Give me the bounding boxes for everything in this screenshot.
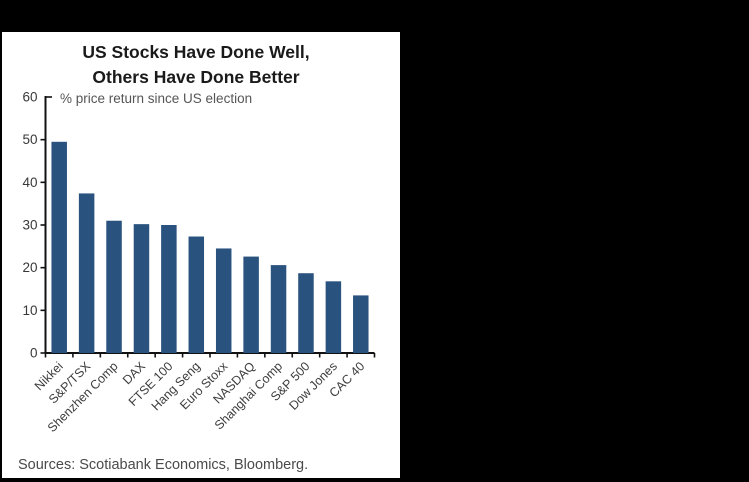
bar-shenzhen-comp: [106, 220, 122, 353]
bar-s-p-500: [298, 273, 314, 353]
bar-ftse-100: [161, 225, 177, 353]
bar-hang-seng: [188, 236, 205, 353]
chart-title-line-2: Others Have Done Better: [92, 67, 299, 87]
chart-subtitle: % price return since US election: [60, 91, 252, 106]
bar-cac-40: [353, 295, 369, 353]
y-tick-label: 20: [22, 260, 37, 275]
source-note: Sources: Scotiabank Economics, Bloomberg…: [18, 457, 308, 473]
bar-nikkei: [51, 141, 67, 353]
y-tick-label: 0: [30, 346, 38, 361]
y-tick-label: 50: [22, 132, 37, 147]
bar-euro-stoxx: [215, 248, 232, 353]
bar-dow-jones: [325, 281, 342, 353]
bar-nasdaq: [243, 256, 259, 353]
y-tick-label: 40: [22, 175, 37, 190]
y-tick-label: 60: [22, 90, 37, 105]
bar-dax: [133, 224, 150, 353]
bar-s-p-tsx: [78, 193, 95, 353]
bar-chart: US Stocks Have Done Well, Others Have Do…: [18, 42, 376, 473]
chart-title-line-1: US Stocks Have Done Well,: [82, 42, 309, 62]
bar-shanghai-comp: [270, 265, 287, 353]
y-tick-label: 30: [22, 218, 37, 233]
chart-panel: US Stocks Have Done Well, Others Have Do…: [2, 32, 400, 478]
y-tick-label: 10: [22, 303, 37, 318]
